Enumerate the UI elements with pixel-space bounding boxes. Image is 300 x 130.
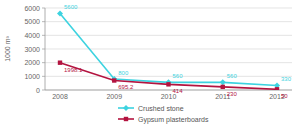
y-tick-label: 5000 xyxy=(24,18,40,25)
legend-marker xyxy=(123,105,129,111)
data-label: 50 xyxy=(281,93,288,99)
grid-line xyxy=(45,62,292,63)
grid-line xyxy=(45,90,292,91)
series-line xyxy=(60,13,277,85)
point xyxy=(112,78,116,82)
data-label: 560 xyxy=(227,73,238,79)
y-tick-label: 3000 xyxy=(24,46,40,53)
grid-line xyxy=(45,8,292,9)
y-tick-label: 2000 xyxy=(24,59,40,66)
series-line xyxy=(60,63,277,90)
point xyxy=(221,85,225,89)
chart: 0 1000 2000 3000 4000 5000 6000 1000 m³ 2008 2009… xyxy=(0,0,300,130)
grid-line xyxy=(45,35,292,36)
data-label: 5600 xyxy=(64,4,78,10)
data-label: 414 xyxy=(173,88,184,94)
point xyxy=(111,76,117,82)
plot-area xyxy=(57,10,280,90)
x-tick-label: 2009 xyxy=(106,93,122,100)
legend-label: Crushed stone xyxy=(138,105,184,112)
legend-label: Gypsum plasterboards xyxy=(138,116,209,124)
y-tick xyxy=(42,49,45,50)
point xyxy=(57,10,63,16)
y-tick xyxy=(42,21,45,22)
x-tick-label: 2008 xyxy=(52,93,68,100)
y-tick-label: 1000 xyxy=(24,73,40,80)
y-tick-label: 6000 xyxy=(24,5,40,12)
data-label: 1998.1 xyxy=(64,67,83,73)
grid-line xyxy=(45,49,292,50)
grid-line xyxy=(45,76,292,77)
y-axis-label: 1000 m³ xyxy=(4,35,11,61)
x-axis xyxy=(45,90,292,91)
y-tick-label: 4000 xyxy=(24,32,40,39)
point xyxy=(166,82,170,86)
y-tick xyxy=(42,62,45,63)
data-label: 330 xyxy=(281,76,292,82)
legend-marker xyxy=(124,117,128,121)
data-label: 800 xyxy=(118,70,129,76)
y-tick xyxy=(42,90,45,91)
y-tick xyxy=(42,76,45,77)
grid-line xyxy=(45,21,292,22)
point xyxy=(58,60,62,64)
y-tick xyxy=(42,8,45,9)
y-tick-label: 0 xyxy=(36,87,40,94)
y-tick xyxy=(42,35,45,36)
data-label: 230 xyxy=(227,91,238,97)
point xyxy=(275,87,279,90)
y-axis xyxy=(45,8,46,90)
point xyxy=(220,79,226,85)
data-label: 695.2 xyxy=(118,84,134,90)
data-label: 560 xyxy=(173,73,184,79)
